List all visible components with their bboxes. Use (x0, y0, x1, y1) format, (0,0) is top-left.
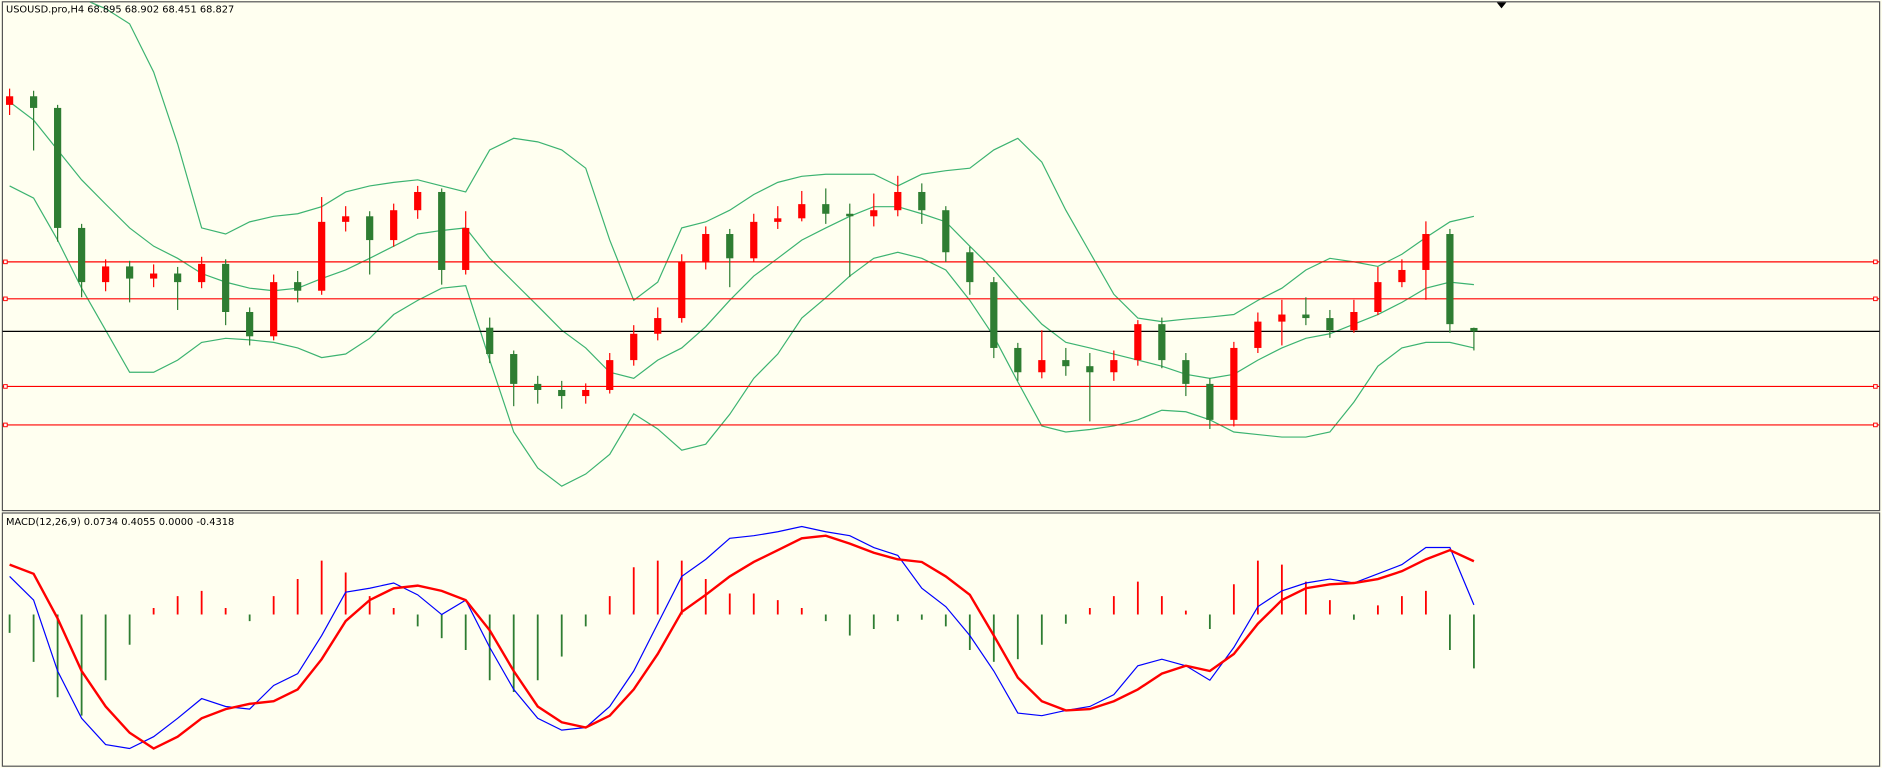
candle-body (774, 218, 782, 222)
level-handle (1873, 422, 1878, 428)
candle-body (102, 266, 110, 283)
candle-body (174, 273, 182, 283)
macd-line (9, 525, 1475, 750)
candle-body (6, 96, 14, 105)
candle-body (54, 107, 62, 228)
candle-body (1086, 366, 1094, 373)
candle-body (942, 210, 950, 253)
candle-body (222, 263, 230, 312)
level-handle (3, 259, 8, 265)
candle-body (1446, 234, 1454, 325)
candle-body (726, 234, 734, 259)
macd-title: MACD(12,26,9) 0.0734 0.4055 0.0000 -0.43… (6, 517, 234, 528)
macd-line (9, 534, 1475, 750)
candle-body (246, 311, 254, 337)
level-handle (1873, 384, 1878, 389)
candle-body (534, 383, 542, 390)
candle-body (1062, 360, 1070, 367)
candle-body (630, 333, 638, 361)
bollinger-band (9, 101, 1474, 379)
bollinger-band (89, 2, 1475, 323)
candle-body (702, 234, 710, 262)
candle-body (198, 263, 206, 283)
symbol-title: USOUSD.pro,H4 68.895 68.902 68.451 68.82… (6, 5, 234, 16)
candle-body (1254, 321, 1262, 348)
candle-body (342, 216, 350, 222)
candle-body (1422, 234, 1430, 270)
candle-body (1110, 360, 1118, 373)
candle-body (1230, 347, 1238, 420)
candle-body (822, 204, 830, 214)
level-handle (3, 296, 8, 302)
candle-body (1278, 314, 1286, 322)
candle-body (678, 261, 686, 319)
candle-body (1038, 360, 1046, 373)
candle-body (462, 227, 470, 270)
candle-body (918, 191, 926, 211)
candle-body (390, 210, 398, 241)
candle-body (606, 360, 614, 390)
candle-body (126, 266, 134, 279)
candle-body (78, 227, 86, 283)
candle-body (1374, 282, 1382, 312)
candle-body (1182, 360, 1190, 384)
bollinger-band (9, 185, 1475, 487)
candle-body (990, 282, 998, 348)
candle-body (30, 96, 38, 108)
main-panel (1, 1, 1881, 512)
candle-body (366, 216, 374, 241)
candle-body (870, 210, 878, 217)
candle-body (558, 389, 566, 397)
candle-body (798, 204, 806, 219)
candle-body (294, 282, 302, 291)
candle-body (1398, 269, 1406, 283)
candle-body (270, 282, 278, 337)
level-handle (1873, 259, 1878, 265)
candle-body (1206, 383, 1214, 420)
level-handle (3, 422, 8, 428)
candle-body (1326, 318, 1334, 331)
candle-body (510, 354, 518, 384)
candle-body (582, 389, 590, 397)
candle-body (966, 252, 974, 283)
candle-body (150, 273, 158, 279)
main-plot (2, 2, 1880, 487)
candle-body (1470, 327, 1478, 332)
candle-body (1014, 347, 1022, 373)
candle-body (1158, 324, 1166, 361)
candle-body (414, 191, 422, 211)
candle-body (486, 327, 494, 355)
level-handle (1873, 296, 1878, 302)
candle-body (1134, 324, 1142, 361)
candle-body (894, 191, 902, 211)
candle-body (750, 221, 758, 259)
candle-body (1302, 314, 1310, 319)
candle-body (846, 213, 854, 217)
candle-body (654, 318, 662, 334)
candle-body (1350, 311, 1358, 331)
candle-body (438, 191, 446, 270)
candle-body (318, 221, 326, 291)
shift-marker (1496, 2, 1507, 9)
macd-panel (1, 512, 1881, 767)
macd-plot (8, 525, 1475, 750)
level-handle (3, 384, 8, 389)
